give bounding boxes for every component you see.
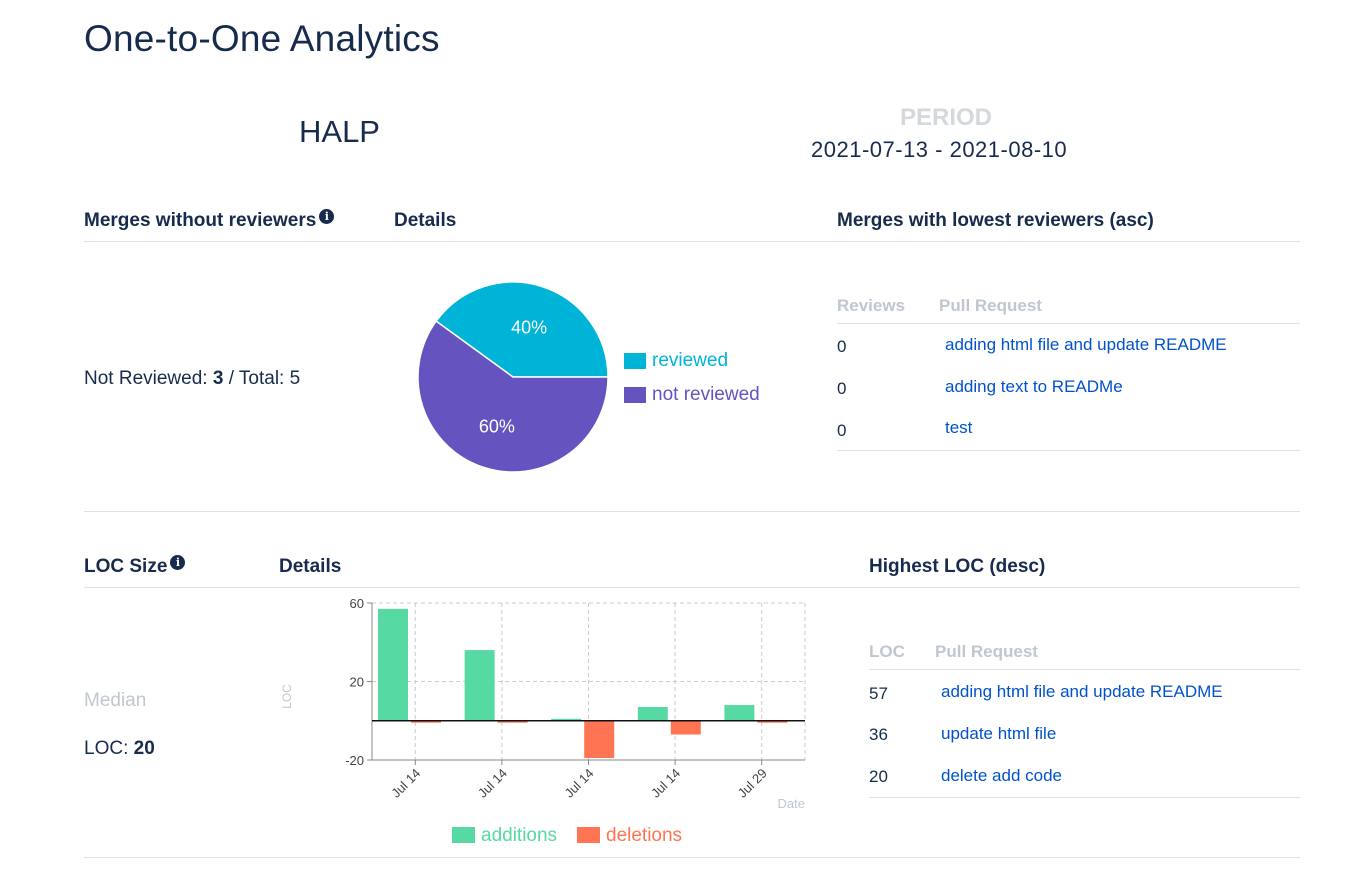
not-reviewed-swatch (624, 387, 646, 403)
bar-additions[interactable] (551, 718, 582, 721)
pull-request-column-header[interactable]: Pull Request (939, 296, 1042, 315)
x-axis-label: Date (778, 796, 805, 811)
y-tick-label: 60 (350, 596, 364, 611)
y-tick-label: 20 (350, 675, 364, 690)
bar-deletions[interactable] (497, 720, 528, 723)
info-icon[interactable]: i (170, 555, 186, 570)
median-loc-stat: LOC: 20 (84, 738, 155, 760)
loc-bar-chart: 60 20 -20 LOC Jul 14 Jul 14 Jul 14 Jul 14 Jul 29… (280, 596, 806, 846)
chart-grid (372, 602, 806, 760)
y-tick-label: -20 (345, 753, 364, 768)
pull-request-link[interactable]: adding html file and update README (941, 682, 1223, 701)
x-tick-label: Jul 29 (735, 766, 770, 801)
pull-request-link[interactable]: adding html file and update README (945, 335, 1227, 354)
x-tick-label: Jul 14 (475, 766, 510, 801)
pull-request-column-header[interactable]: Pull Request (935, 642, 1038, 661)
y-axis-label: LOC (280, 684, 294, 709)
bar-deletions[interactable] (411, 720, 441, 723)
bar-deletions[interactable] (670, 720, 701, 735)
lowest-reviewers-heading: Merges with lowest reviewers (asc) (837, 210, 1154, 231)
pie-value-label: 40% (511, 317, 547, 337)
table-row-reviews: 0 (837, 337, 847, 356)
bar-additions[interactable] (464, 650, 495, 721)
stat-prefix: Not Reviewed: (84, 368, 213, 389)
table-row-reviews: 0 (837, 379, 847, 398)
not-reviewed-legend-label: not reviewed (652, 384, 760, 405)
page-title: One-to-One Analytics (84, 18, 440, 59)
bar-additions[interactable] (637, 707, 668, 721)
bar-deletions[interactable] (584, 720, 615, 759)
pull-request-link[interactable]: adding text to READMe (945, 377, 1123, 396)
reviewed-legend-label: reviewed (652, 350, 729, 371)
reviewed-pie-chart: 40% 60% (417, 281, 609, 473)
x-tick-label: Jul 14 (388, 766, 423, 801)
section-divider (84, 511, 1300, 512)
reviewed-swatch (624, 353, 646, 369)
bar-legend-deletions[interactable]: deletions (577, 825, 682, 846)
table-row-loc: 20 (869, 767, 888, 786)
info-icon[interactable]: i (319, 209, 335, 224)
section-divider (84, 857, 1300, 858)
x-tick-label: Jul 14 (561, 766, 596, 801)
table-header-divider (869, 669, 1300, 670)
pull-request-link[interactable]: test (945, 418, 973, 437)
bar-legend-label: additions (481, 825, 557, 846)
merges-details-heading: Details (394, 210, 457, 231)
table-bottom-divider (837, 450, 1300, 451)
table-row-loc: 57 (869, 684, 888, 703)
period-value: 2021-07-13 - 2021-08-10 (811, 137, 1068, 162)
pull-request-link[interactable]: update html file (941, 724, 1057, 743)
team-name: HALP (299, 114, 380, 149)
total-count: 5 (289, 368, 301, 389)
pie-slice-not-reviewed[interactable] (417, 320, 609, 473)
stat-middle: / Total: (223, 368, 290, 389)
section-divider (84, 587, 1300, 588)
table-header-divider (837, 323, 1300, 324)
bar-legend-additions[interactable]: additions (452, 825, 557, 846)
pull-request-link[interactable]: delete add code (941, 766, 1062, 785)
median-label: Median (84, 690, 147, 711)
not-reviewed-stat: Not Reviewed: 3 / Total: 5 (84, 368, 300, 390)
pie-legend-not-reviewed[interactable]: not reviewed (624, 384, 760, 406)
loc-heading-text: LOC Size (84, 556, 168, 577)
table-bottom-divider (869, 797, 1300, 798)
loc-size-heading: LOC Size i (84, 555, 186, 578)
table-row-loc: 36 (869, 725, 888, 744)
pie-slice-reviewed[interactable] (435, 281, 609, 378)
loc-details-heading: Details (279, 556, 342, 577)
pie-value-label: 60% (479, 417, 515, 437)
reviews-column-header[interactable]: Reviews (837, 296, 906, 315)
highest-loc-heading: Highest LOC (desc) (869, 556, 1046, 577)
bar-additions[interactable] (378, 608, 408, 721)
loc-column-header[interactable]: LOC (869, 642, 905, 661)
not-reviewed-count: 3 (212, 368, 224, 389)
median-loc-value: 20 (133, 738, 155, 759)
bar-deletions[interactable] (757, 720, 788, 723)
bar-legend-label: deletions (606, 825, 682, 846)
x-tick-label: Jul 14 (648, 766, 683, 801)
merges-heading-text: Merges without reviewers (84, 210, 317, 231)
loc-prefix: LOC: (84, 738, 134, 759)
table-row-reviews: 0 (837, 421, 847, 440)
merges-without-reviewers-heading: Merges without reviewers i (84, 209, 335, 232)
bar-additions[interactable] (724, 705, 755, 721)
pie-legend-reviewed[interactable]: reviewed (624, 350, 728, 372)
period-label: PERIOD (900, 104, 993, 131)
section-divider (84, 241, 1300, 242)
